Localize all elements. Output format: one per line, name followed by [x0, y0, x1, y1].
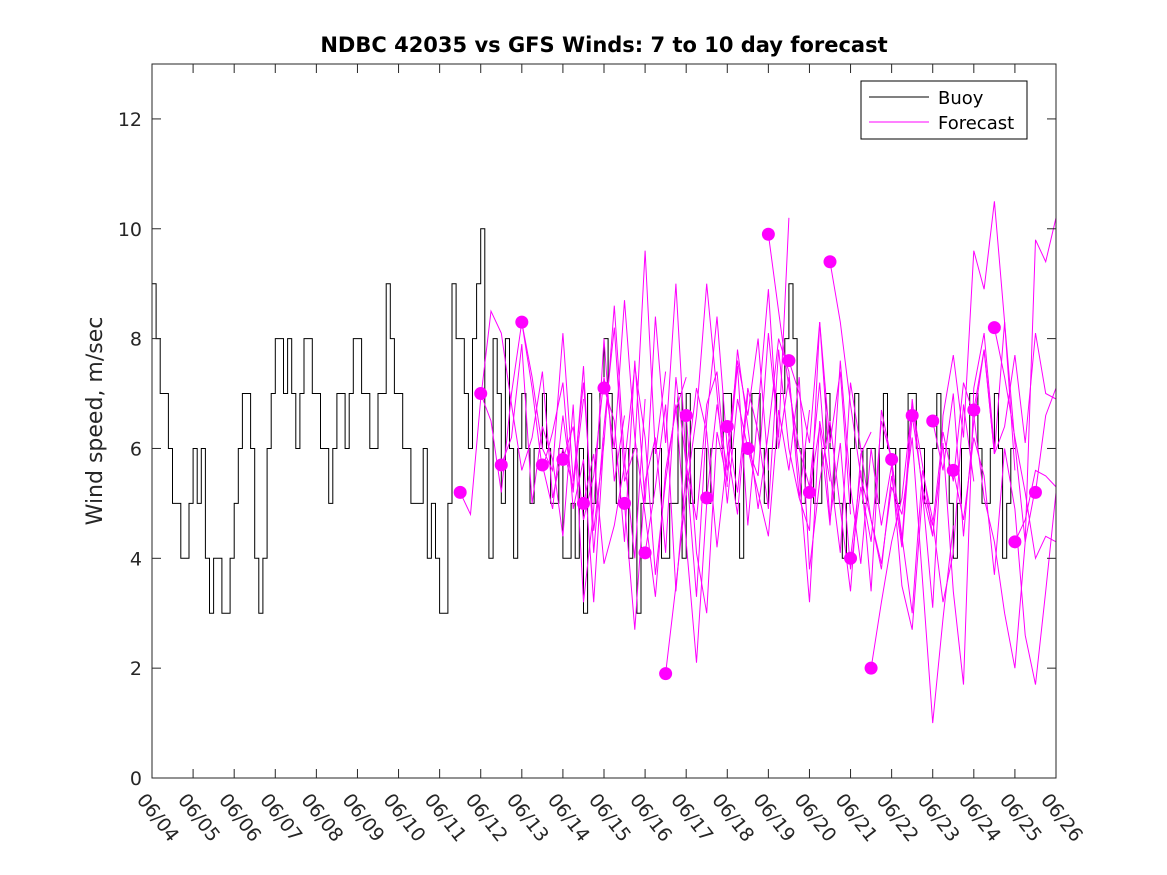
forecast-start-marker: [494, 458, 508, 472]
forecast-start-marker: [597, 381, 611, 395]
forecast-run-line: [747, 377, 872, 592]
forecast-start-marker: [905, 409, 919, 423]
forecast-start-marker: [474, 387, 488, 401]
forecast-start-marker: [885, 452, 899, 466]
chart-title: NDBC 42035 vs GFS Winds: 7 to 10 day for…: [320, 33, 887, 57]
forecast-run-line: [829, 261, 954, 724]
forecast-start-marker: [535, 458, 549, 472]
forecast-start-marker: [453, 485, 467, 499]
forecast-run-line: [644, 338, 769, 592]
forecast-start-marker: [1028, 485, 1042, 499]
forecast-start-marker: [576, 496, 590, 510]
forecast-run-line: [870, 333, 995, 685]
forecast-run-line: [583, 366, 708, 663]
forecast-start-marker: [967, 403, 981, 417]
forecast-run-line: [706, 289, 831, 603]
y-tick-label: 0: [130, 768, 142, 790]
forecast-run-line: [1035, 387, 1057, 493]
y-tick-label: 2: [130, 658, 142, 680]
forecast-start-marker: [556, 452, 570, 466]
legend: Buoy Forecast: [860, 80, 1028, 140]
forecast-run-line: [726, 322, 851, 531]
forecast-series: [459, 201, 1057, 724]
legend-buoy-label: Buoy: [938, 88, 984, 109]
forecast-run-line: [891, 201, 1016, 608]
forecast-start-marker: [741, 441, 755, 455]
forecast-start-marker: [864, 661, 878, 675]
y-axis-label: Wind speed, m/sec: [83, 317, 108, 526]
forecast-run-line: [993, 327, 1057, 561]
forecast-markers: [453, 227, 1042, 681]
forecast-start-marker: [823, 255, 837, 269]
y-tick-label: 8: [130, 329, 142, 351]
forecast-run-line: [1014, 469, 1057, 543]
y-tick-label: 4: [130, 548, 142, 570]
forecast-start-marker: [802, 485, 816, 499]
forecast-start-marker: [782, 354, 796, 368]
forecast-run-line: [788, 322, 913, 570]
forecast-run-line: [850, 404, 975, 614]
forecast-run-line: [521, 305, 646, 559]
forecast-start-marker: [1008, 535, 1022, 549]
forecast-start-marker: [926, 414, 940, 428]
forecast-start-marker: [700, 491, 714, 505]
forecast-run-line: [665, 217, 790, 674]
forecast-start-marker: [761, 227, 775, 241]
forecast-run-line: [624, 316, 749, 630]
forecast-run-line: [685, 338, 810, 614]
forecast-run-line: [603, 283, 728, 542]
forecast-run-line: [952, 437, 1057, 685]
y-axis: 0 2 4 6 8 10 12: [118, 109, 1056, 790]
forecast-start-marker: [844, 551, 858, 565]
forecast-start-marker: [618, 496, 632, 510]
forecast-start-marker: [638, 546, 652, 560]
forecast-start-marker: [946, 463, 960, 477]
forecast-run-line: [541, 250, 667, 553]
y-tick-label: 10: [118, 219, 142, 241]
forecast-start-marker: [720, 419, 734, 433]
forecast-run-line: [809, 360, 934, 630]
forecast-run-line: [500, 338, 625, 603]
forecast-start-marker: [987, 321, 1001, 335]
forecast-start-marker: [679, 409, 693, 423]
y-tick-label: 12: [118, 109, 142, 131]
forecast-start-marker: [515, 315, 529, 329]
legend-forecast-label: Forecast: [938, 113, 1014, 134]
forecast-run-line: [562, 300, 687, 597]
legend-box: [860, 80, 1028, 140]
y-tick-label: 6: [130, 438, 142, 460]
forecast-start-marker: [659, 667, 673, 681]
forecast-run-line: [973, 333, 1057, 455]
plot-area: [152, 64, 1056, 778]
